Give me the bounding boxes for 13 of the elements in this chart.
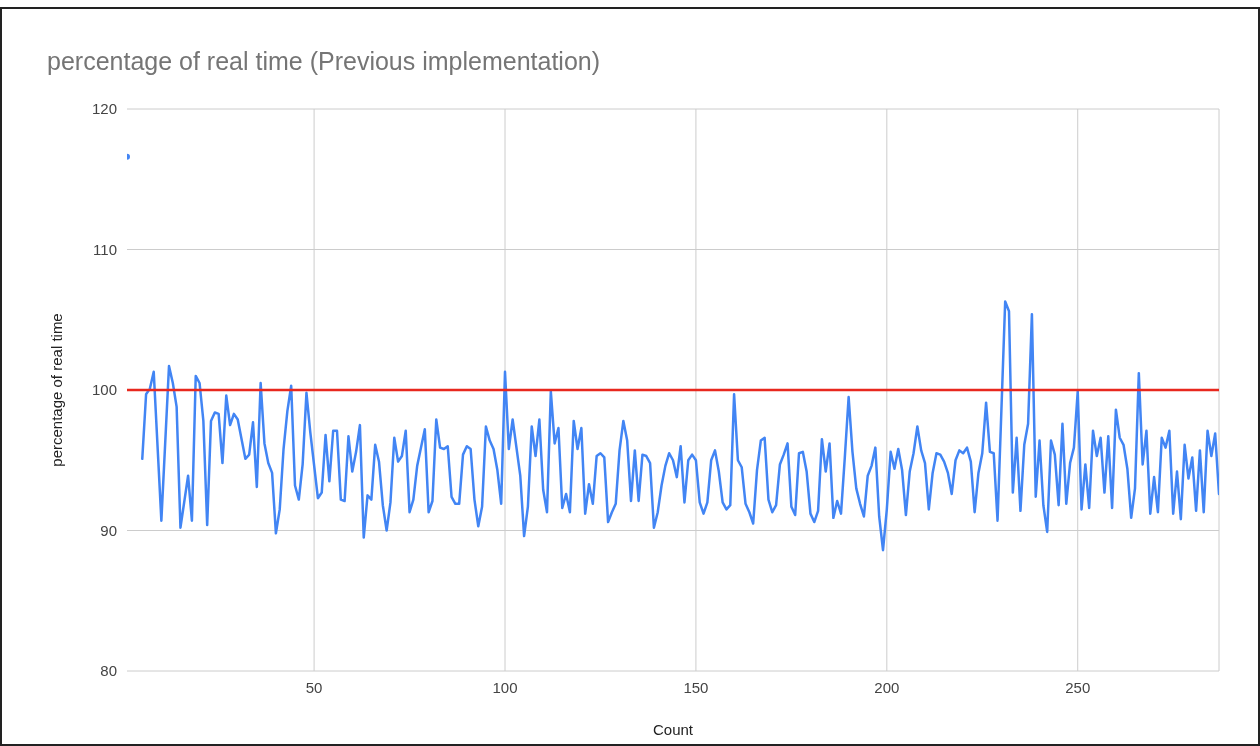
x-axis-title: Count xyxy=(652,721,694,738)
x-tick-label: 100 xyxy=(492,679,518,696)
y-tick-label: 90 xyxy=(100,521,117,539)
x-tick-label: 200 xyxy=(874,679,900,696)
y-axis-title: percentage of real time xyxy=(48,313,65,467)
x-tick-label: 50 xyxy=(305,679,323,696)
chart-title: percentage of real time (Previous implementation) xyxy=(47,47,601,75)
y-tick-label: 100 xyxy=(91,381,117,399)
y-tick-label: 80 xyxy=(100,662,117,680)
x-tick-label: 250 xyxy=(1065,679,1091,696)
y-tick-label: 110 xyxy=(93,240,117,258)
x-tick-label: 150 xyxy=(683,679,709,696)
y-tick-label: 120 xyxy=(91,100,117,118)
